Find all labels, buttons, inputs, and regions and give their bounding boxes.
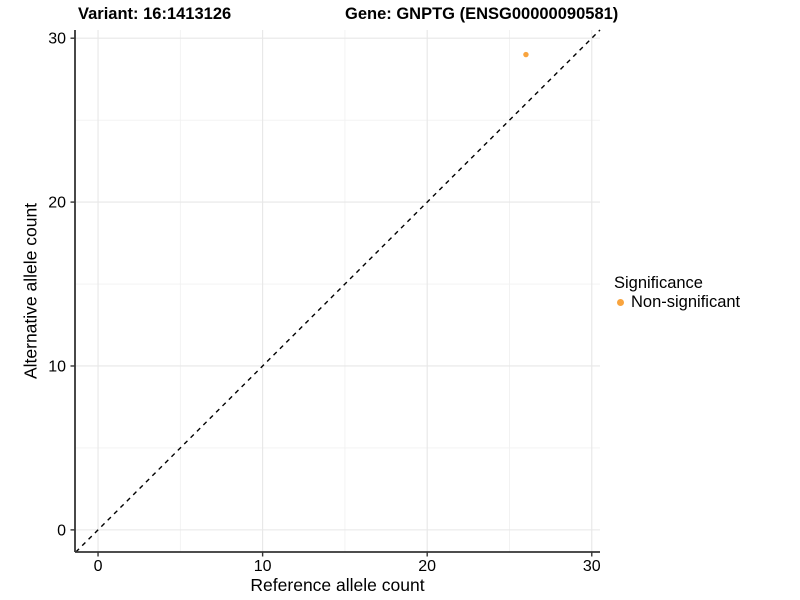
variant-title: Variant: 16:1413126 — [78, 5, 232, 23]
axis-lines — [74, 30, 600, 553]
x-tick-label: 0 — [94, 558, 103, 575]
legend-point-icon — [617, 299, 624, 306]
legend-item-non-significant: Non-significant — [614, 293, 740, 312]
data-points — [523, 51, 529, 58]
x-tick-label: 30 — [583, 558, 601, 575]
minor-gridlines — [75, 30, 600, 552]
y-tick-label: 0 — [57, 522, 66, 539]
tick-marks — [70, 37, 593, 557]
y-tick-label: 10 — [48, 358, 66, 375]
y-tick-label: 30 — [48, 31, 66, 48]
legend-item-label: Non-significant — [631, 293, 741, 311]
y-axis-title: Alternative allele count — [20, 202, 41, 380]
x-axis-title: Reference allele count — [250, 575, 425, 595]
tick-labels: 0 10 20 30 0 10 20 30 — [48, 31, 601, 575]
legend-title: Significance — [614, 274, 703, 292]
identity-dashed-line — [75, 29, 601, 553]
major-gridlines — [75, 30, 600, 552]
gene-title: Gene: GNPTG (ENSG00000090581) — [345, 5, 619, 23]
y-tick-label: 20 — [48, 195, 66, 212]
data-point — [523, 51, 529, 58]
x-tick-label: 10 — [254, 558, 272, 575]
x-tick-label: 20 — [418, 558, 436, 575]
legend: Significance Non-significant — [614, 273, 740, 312]
identity-line — [75, 29, 601, 553]
